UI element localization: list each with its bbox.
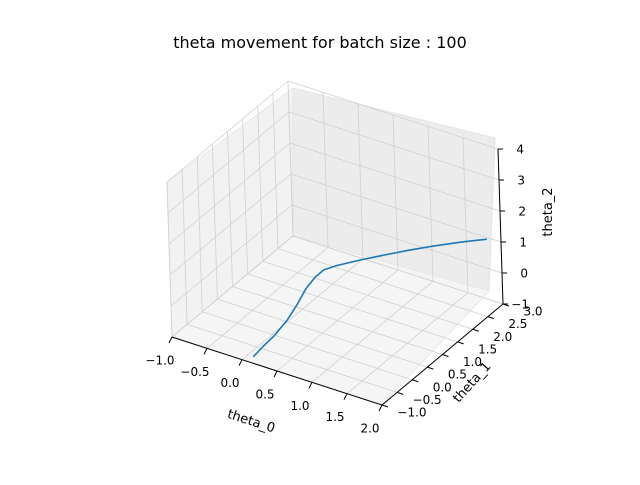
z-tick-label: 4 (516, 143, 524, 157)
x-tick (273, 370, 278, 378)
gridline-x (427, 126, 434, 282)
x-tick-label: 0.0 (220, 376, 239, 390)
gridline-y (196, 156, 203, 312)
x-tick (343, 393, 348, 400)
gridline-z (168, 142, 291, 245)
gridline-y (211, 144, 218, 300)
gridline-z (166, 80, 289, 183)
y-tick-label: 0.0 (433, 380, 452, 394)
y-tick-label: 0.5 (448, 368, 467, 382)
z-tick-label: 3 (517, 174, 525, 188)
gridline-x (462, 137, 469, 293)
chart-title: theta movement for batch size : 100 (173, 33, 467, 52)
x-tick (168, 336, 173, 344)
gridline-z (171, 235, 294, 338)
z-tick-label: 2 (518, 205, 526, 219)
gridline-y (277, 248, 488, 318)
gridline-z (288, 111, 500, 181)
x-tick-label: 1.0 (290, 399, 309, 413)
gridline-y (181, 169, 188, 325)
y-tick (457, 341, 464, 345)
gridline-z (291, 204, 503, 274)
y-tick (396, 391, 404, 395)
gridline-z (290, 173, 502, 243)
y-tick (381, 404, 389, 408)
gridline-z (292, 235, 504, 305)
y-tick-label: 1.0 (463, 355, 482, 369)
x-tick (203, 348, 208, 355)
gridline-z (289, 142, 501, 212)
gridline-y (247, 273, 458, 343)
y-tick-label: −1.0 (397, 406, 426, 420)
gridline-z (170, 204, 293, 307)
x-tick (378, 404, 383, 412)
series-group (252, 238, 487, 358)
y-tick-label: −0.5 (413, 393, 442, 407)
x-tick (238, 359, 243, 366)
y-tick-label: 3.0 (523, 305, 542, 319)
gridline-x (357, 103, 364, 259)
x-axis-label: theta_0 (225, 407, 276, 436)
gridline-y (217, 298, 428, 368)
y-tick (472, 328, 479, 332)
x-tick-label: −1.0 (145, 354, 174, 368)
y-tick (487, 316, 495, 320)
z-axis-label: theta_2 (541, 187, 556, 236)
x-tick (308, 382, 313, 389)
gridline-z (169, 173, 292, 276)
series-line (252, 238, 487, 358)
gridline-y (232, 286, 443, 355)
gridline-y (166, 181, 173, 338)
z-tick-label: −1 (511, 298, 529, 312)
gridline-y (227, 131, 233, 287)
gridline-x (322, 92, 329, 248)
x-tick-label: 1.5 (325, 410, 344, 424)
gridline-y (202, 311, 413, 381)
gridline-y (187, 323, 398, 393)
gridline-x (392, 114, 399, 271)
y-tick-label: 1.5 (478, 342, 497, 356)
gridline-y (242, 118, 249, 274)
gridline-y (272, 93, 279, 249)
tick-labels: −1.0−0.50.00.51.01.52.0−1.0−0.50.00.51.0… (145, 143, 542, 436)
x-tick-label: −0.5 (180, 365, 209, 379)
z-tick-label: 1 (519, 236, 527, 250)
gridline-y (262, 260, 473, 330)
gridline-y (287, 80, 294, 237)
gridline-z (167, 111, 290, 214)
y-tick-label: 2.0 (493, 330, 512, 344)
gridlines (166, 80, 504, 406)
z-axis-line (497, 148, 504, 305)
x-tick-label: 2.0 (360, 422, 379, 436)
y-tick (442, 354, 449, 357)
y-tick-label: 2.5 (508, 317, 527, 331)
z-tick-label: 0 (520, 267, 528, 281)
y-tick (412, 379, 419, 383)
x-tick-label: 0.5 (255, 388, 274, 402)
axes (168, 148, 510, 412)
y-tick (427, 366, 434, 370)
gridline-y (257, 106, 264, 262)
gridline-z (287, 80, 499, 150)
